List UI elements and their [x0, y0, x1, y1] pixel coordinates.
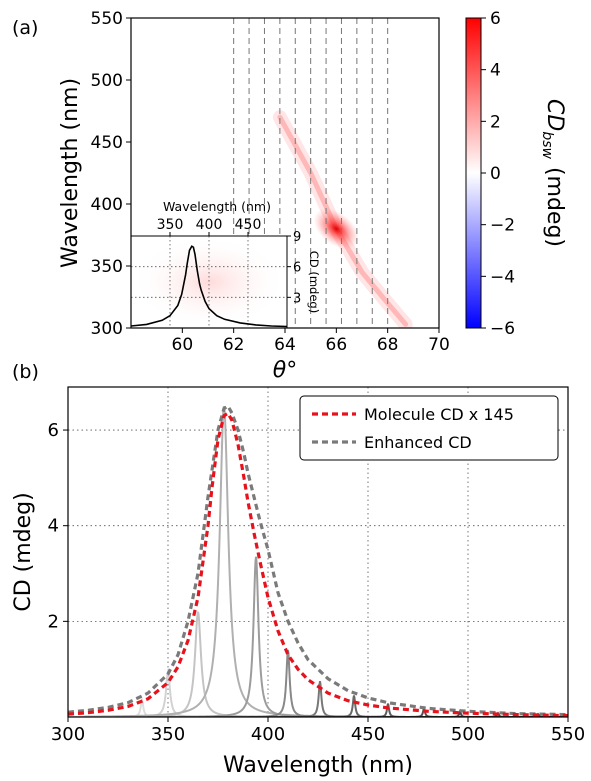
y-tick-label: 350: [91, 257, 123, 277]
panel-b: (b) 300 350 400 450 500 550 2 4 6 Wavelength (n…: [11, 361, 585, 778]
line-series: [68, 403, 568, 717]
y-tick-label: 2: [48, 611, 59, 632]
x-tick-label: 350: [151, 724, 185, 745]
x-tick-label: 64: [274, 335, 296, 355]
line-plot-x-axis-label: Wavelength (nm): [223, 753, 413, 778]
heatmap-y-ticks: 300 350 400 450 500 550: [91, 9, 131, 339]
colorbar-label: CDbsw(mdeg): [539, 99, 567, 247]
inset-x-axis-label: Wavelength (nm): [163, 199, 271, 214]
heatmap-x-axis-label: θ°: [273, 358, 297, 383]
panel-b-label: (b): [12, 361, 39, 383]
inset-y-axis-label: CD (mdeg): [307, 251, 321, 313]
y-tick-label: 500: [91, 71, 123, 91]
inset-cd-curve: [131, 245, 287, 328]
inset-y-ticks: 3 6 9: [287, 230, 301, 306]
colorbar-tick-label: 4: [490, 61, 501, 81]
theta-dashed-lines: [233, 18, 389, 328]
x-tick-label: 300: [51, 724, 85, 745]
inset-y-tick-label: 9: [293, 230, 301, 245]
x-tick-label: 400: [251, 724, 285, 745]
x-tick-label: 66: [326, 335, 348, 355]
y-tick-label: 450: [91, 133, 123, 153]
inset-grid: [131, 235, 287, 328]
series-molecule-cd: [68, 411, 568, 717]
series-enhanced-cd: [68, 403, 568, 717]
legend: Molecule CD x 145 Enhanced CD: [299, 395, 559, 461]
panel-a-label: (a): [12, 17, 38, 39]
colorbar-tick-label: −2: [490, 216, 515, 236]
x-tick-label: 68: [377, 335, 399, 355]
heatmap-resonance-band: [272, 110, 413, 328]
line-plot-y-axis-label: CD (mdeg): [11, 492, 36, 611]
y-tick-label: 4: [48, 516, 59, 537]
line-plot-frame: [67, 386, 569, 718]
inset-x-tick-label: 350: [157, 217, 184, 233]
resonance-peak-spot: [313, 208, 360, 250]
legend-label-molecule-cd: Molecule CD x 145: [364, 405, 514, 424]
heatmap-y-axis-label: Wavelength (nm): [58, 78, 83, 268]
colorbar-tick-label: −4: [490, 267, 515, 287]
colorbar: 6 4 2 0 −2 −4 −6 CDbsw(mdeg): [465, 9, 567, 339]
x-tick-label: 450: [351, 724, 385, 745]
y-tick-label: 300: [91, 319, 123, 339]
x-tick-label: 60: [172, 335, 194, 355]
x-tick-label: 62: [223, 335, 245, 355]
colorbar-ticks: 6 4 2 0 −2 −4 −6: [481, 9, 515, 339]
colorbar-tick-label: 6: [490, 9, 501, 29]
heatmap-x-ticks: 60 62 64 66 68 70: [172, 328, 450, 355]
inset-y-tick-label: 3: [293, 291, 301, 306]
legend-box: [299, 395, 559, 461]
panel-a: (a) 350 400 450 3 6 9 Wavelength (nm) CD (md…: [12, 9, 567, 383]
resonance-peak: [214, 695, 494, 717]
y-tick-label: 6: [48, 420, 59, 441]
colorbar-tick-label: 0: [490, 164, 501, 184]
x-tick-label: 70: [428, 335, 450, 355]
line-plot-y-ticks: 2 4 6: [48, 420, 68, 632]
inset-y-tick-label: 6: [293, 261, 301, 276]
line-plot-x-ticks: 300 350 400 450 500 550: [51, 717, 585, 745]
colorbar-tick-label: 2: [490, 112, 501, 132]
inset-x-tick-label: 450: [235, 217, 262, 233]
colorbar-tick-label: −6: [490, 319, 515, 339]
inset-x-tick-label: 400: [196, 217, 223, 233]
resonance-band-line: [277, 114, 409, 327]
x-tick-label: 500: [451, 724, 485, 745]
resonance-peak: [248, 703, 528, 717]
inset-x-ticks: 350 400 450: [157, 217, 262, 236]
inset-panel: 350 400 450 3 6 9 Wavelength (nm) CD (mdeg): [130, 199, 321, 329]
x-tick-label: 550: [551, 724, 585, 745]
resonance-peak: [398, 712, 568, 717]
legend-label-enhanced-cd: Enhanced CD: [364, 433, 472, 452]
colorbar-gradient: [465, 17, 482, 329]
y-tick-label: 550: [91, 9, 123, 29]
y-tick-label: 400: [91, 195, 123, 215]
